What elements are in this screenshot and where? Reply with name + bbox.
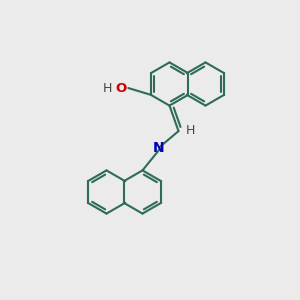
Text: H: H [102,82,112,94]
Text: O: O [116,82,127,94]
Text: N: N [153,141,165,154]
Text: H: H [186,124,195,137]
